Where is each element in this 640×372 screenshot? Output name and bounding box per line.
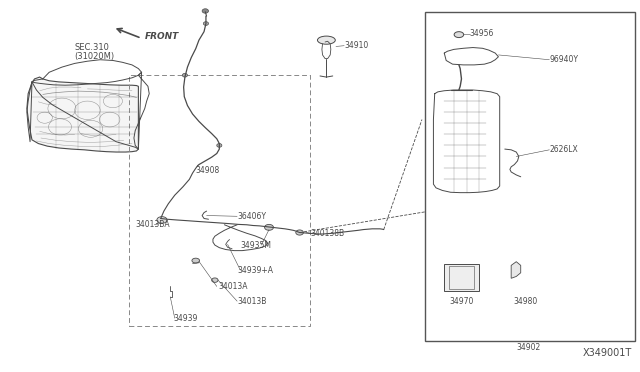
- Text: 96940Y: 96940Y: [549, 55, 579, 64]
- Ellipse shape: [182, 73, 188, 77]
- Ellipse shape: [317, 36, 335, 44]
- Ellipse shape: [454, 32, 464, 38]
- Text: 34013B: 34013B: [237, 297, 266, 306]
- Text: 34935M: 34935M: [241, 241, 271, 250]
- Text: (31020M): (31020M): [75, 52, 115, 61]
- Text: 34980: 34980: [513, 297, 538, 306]
- Text: 34970: 34970: [449, 297, 474, 306]
- Ellipse shape: [212, 278, 218, 282]
- Text: 34013A: 34013A: [218, 282, 248, 291]
- Text: 34939+A: 34939+A: [237, 266, 273, 275]
- Ellipse shape: [296, 230, 303, 235]
- Ellipse shape: [192, 258, 200, 263]
- Text: X349001T: X349001T: [583, 348, 632, 358]
- Ellipse shape: [157, 217, 167, 223]
- Bar: [449, 266, 474, 289]
- Text: 340138B: 340138B: [310, 229, 344, 238]
- Polygon shape: [511, 262, 521, 278]
- Text: 34939: 34939: [173, 314, 198, 323]
- Bar: [129, 75, 310, 326]
- Text: 34902: 34902: [517, 343, 541, 352]
- Text: 34910: 34910: [344, 41, 369, 50]
- Text: 36406Y: 36406Y: [237, 212, 266, 221]
- Text: 34013BA: 34013BA: [135, 220, 170, 229]
- Text: FRONT: FRONT: [145, 32, 179, 41]
- Text: SEC.310: SEC.310: [75, 43, 109, 52]
- Text: 34908: 34908: [196, 166, 220, 175]
- Polygon shape: [27, 77, 138, 152]
- Bar: [425, 13, 636, 341]
- Ellipse shape: [264, 224, 273, 230]
- Ellipse shape: [202, 9, 209, 13]
- Ellipse shape: [217, 144, 222, 147]
- Text: 34956: 34956: [470, 29, 494, 38]
- Text: 2626LX: 2626LX: [549, 145, 578, 154]
- Ellipse shape: [204, 22, 209, 25]
- Bar: [444, 263, 479, 291]
